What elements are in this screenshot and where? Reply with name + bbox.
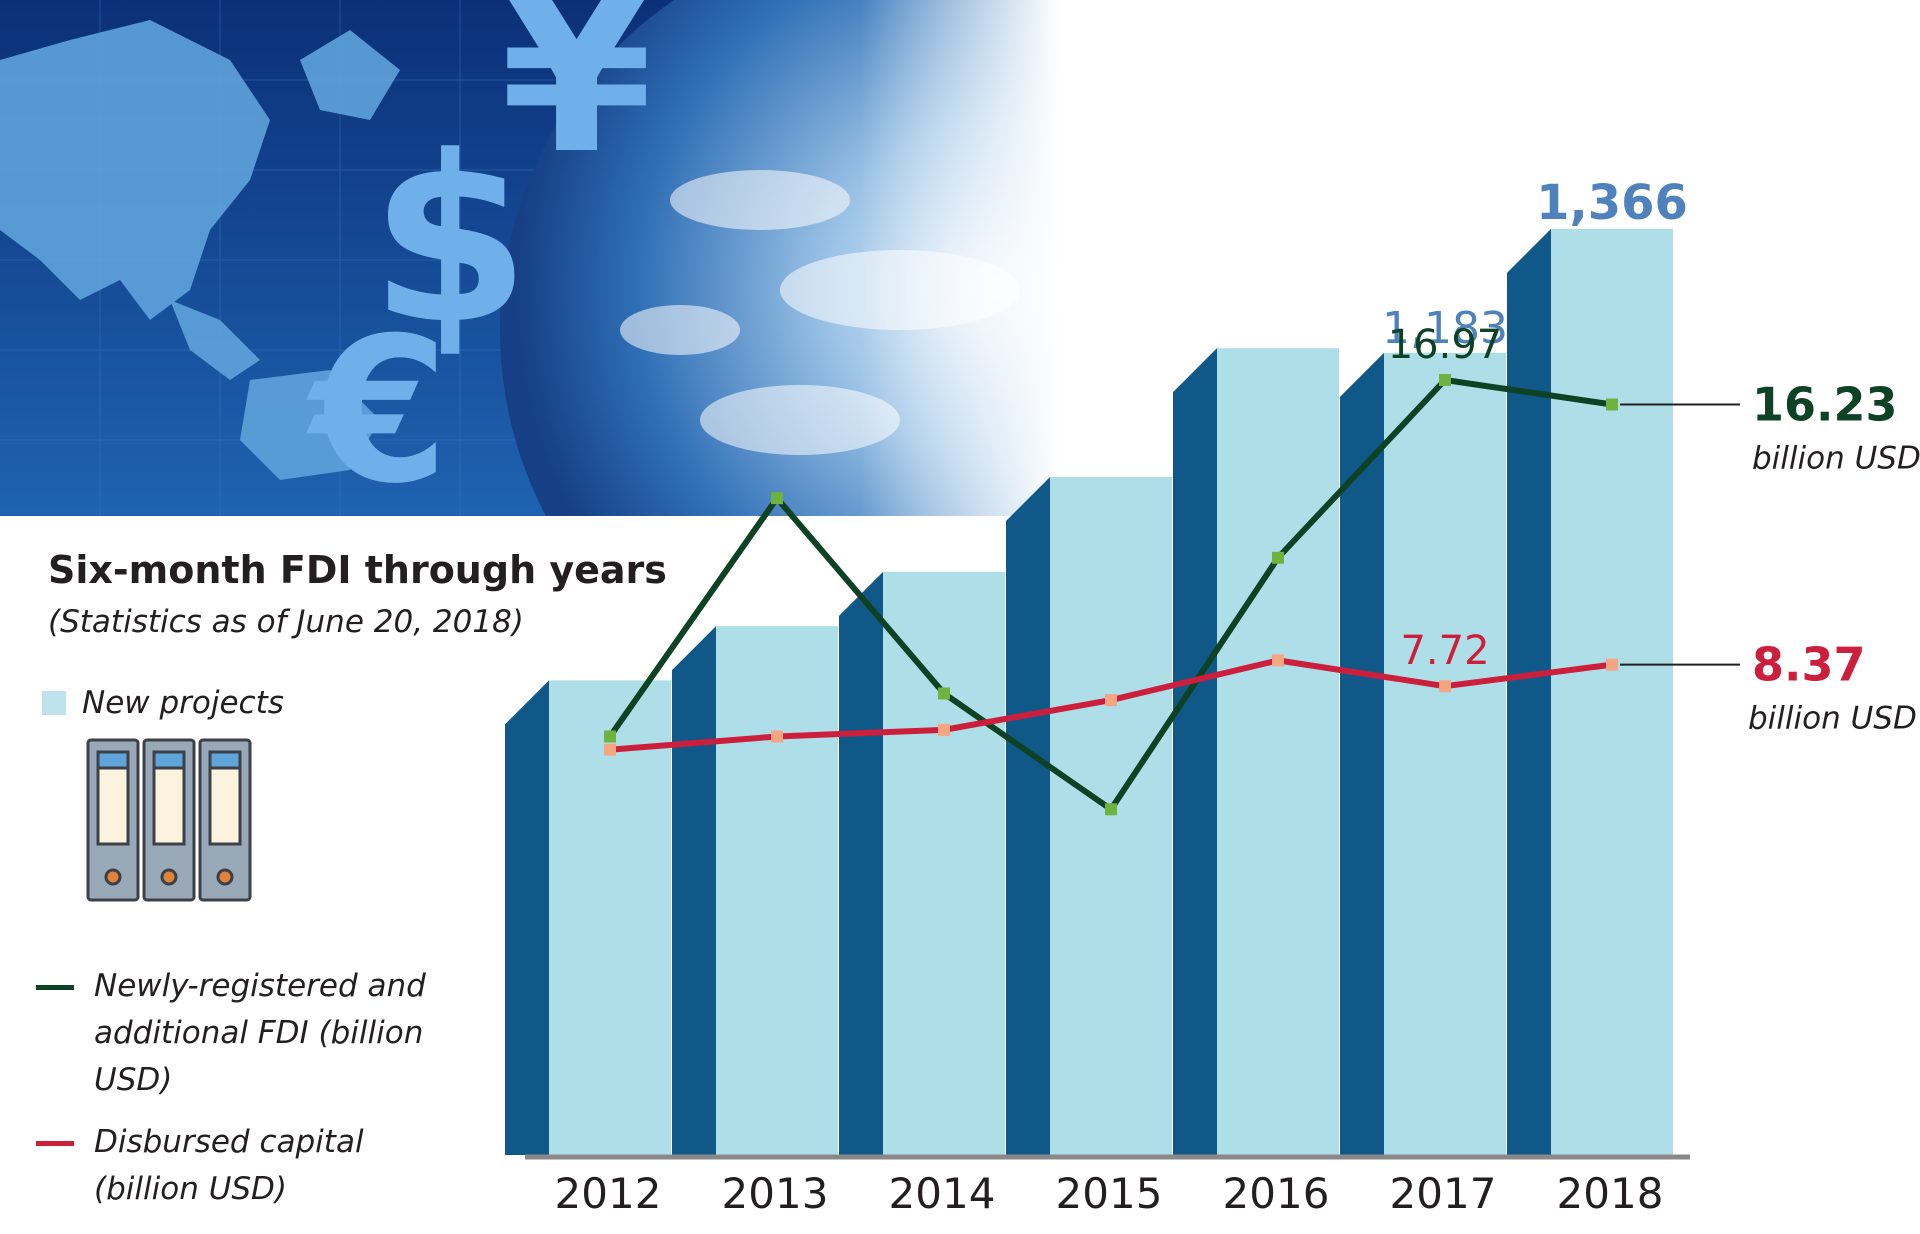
fdi-point [1606,398,1618,411]
disbursed-value-label: 7.72 [1400,628,1489,674]
new-projects-bar [1384,352,1506,1155]
disbursed-point [1606,658,1618,671]
data-labels-layer: 1,183 1,366 16.97 7.72 [1382,175,1688,674]
svg-text:€: € [306,295,449,516]
callouts-layer: 16.23 billion USD 8.37 billion USD [1620,377,1920,737]
fdi-point [1439,374,1451,386]
new-projects-bar [549,680,671,1155]
new-projects-value-label: 1,366 [1536,175,1688,231]
new-projects-bars [505,228,1673,1156]
new-projects-legend-label: New projects [82,685,284,721]
disbursed-callout-unit: billion USD [1748,701,1917,737]
new-projects-bar [716,626,838,1155]
fdi-point [938,687,950,700]
disbursed-point [1105,694,1117,707]
x-tick-label: 2012 [555,1169,662,1218]
line-series-layer [604,374,1618,816]
new-projects-value-label: 1,183 [1382,303,1508,354]
disbursed-callout-value: 8.37 [1752,638,1866,692]
fdi-point [604,730,616,743]
currency-symbols: $ ¥ € [306,0,653,516]
new-projects-bar-side [1507,228,1551,1156]
fdi-point [1105,803,1117,816]
fdi-point [1272,551,1284,564]
svg-text:$: $ [370,108,530,375]
disbursed-point [1272,654,1284,667]
new-projects-bar-side [505,680,549,1155]
fdi-callout-value: 16.23 [1752,377,1898,431]
fdi-callout-unit: billion USD [1752,440,1920,476]
disbursed-point [771,730,783,743]
fdi-legend-line [36,985,74,990]
x-tick-labels: 2012 2013 2014 2015 2016 2017 2018 [555,1169,1664,1218]
chart-subtitle: (Statistics as of June 20, 2018) [48,604,524,640]
disbursed-point [938,723,950,736]
world-map-shapes [0,20,400,480]
new-projects-bar-side [1006,477,1050,1155]
new-projects-bar-side [1340,352,1384,1155]
new-projects-bar-side [672,626,716,1155]
x-tick-label: 2013 [722,1169,829,1218]
new-projects-bar [1217,348,1339,1155]
x-tick-label: 2014 [889,1169,996,1218]
x-tick-label: 2017 [1390,1169,1497,1218]
disbursed-point [1439,680,1451,693]
fdi-legend-label: Newly-registered and additional FDI (bil… [94,968,426,1098]
x-tick-label: 2015 [1056,1169,1163,1218]
fdi-point [771,492,783,505]
disbursed-point [604,743,616,756]
banner-image: $ ¥ € [0,0,1060,516]
new-projects-bar-side [1173,348,1217,1155]
disbursed-legend-label: Disbursed capital (billion USD) [94,1124,364,1207]
new-projects-bar [883,571,1005,1155]
x-tick-label: 2016 [1223,1169,1330,1218]
disbursed-legend-line [36,1141,74,1146]
binder-folders-icon [86,738,256,909]
fdi-value-label: 16.97 [1388,322,1503,368]
new-projects-bar [1551,228,1673,1156]
new-projects-bar-side [839,571,883,1155]
new-projects-bar [1050,477,1172,1155]
globe-currency-banner: $ ¥ € [0,0,1060,516]
x-tick-label: 2018 [1557,1169,1664,1218]
new-projects-legend-swatch [42,691,66,715]
svg-text:¥: ¥ [500,0,653,202]
chart-title: Six-month FDI through years [48,548,667,592]
